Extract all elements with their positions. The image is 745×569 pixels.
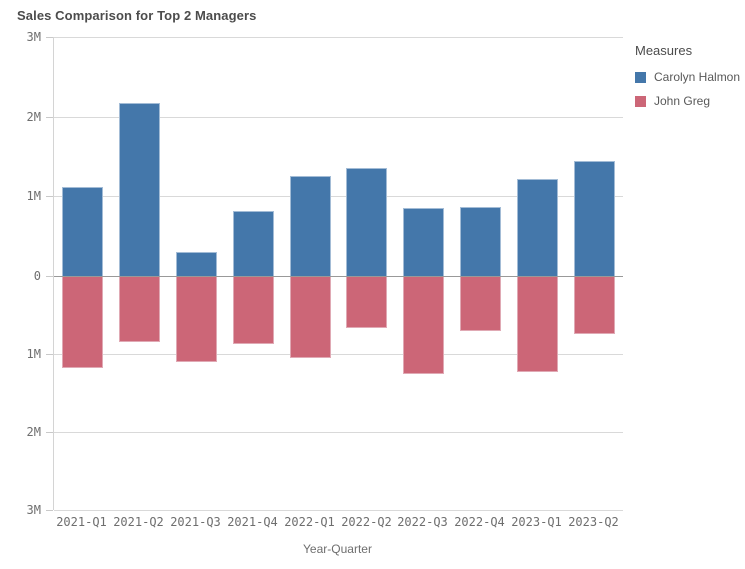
y-axis-tick	[46, 117, 53, 118]
legend-title: Measures	[635, 43, 693, 58]
y-axis-tick	[46, 432, 53, 433]
y-axis: 3M 2M 1M 0 1M 2M 3M	[0, 30, 53, 517]
y-axis-tick	[46, 276, 53, 277]
y-axis-label: 1M	[26, 189, 41, 203]
y-axis-tick	[46, 37, 53, 38]
x-axis-label-2021-Q3[interactable]: 2021-Q3	[170, 515, 221, 529]
bar-john-greg-2021-Q1[interactable]	[62, 277, 103, 368]
x-axis: 2021-Q1 2021-Q2 2021-Q3 2021-Q4 2022-Q1 2022-…	[53, 514, 622, 530]
y-axis-tick	[46, 510, 53, 511]
x-axis-label-2022-Q3[interactable]: 2022-Q3	[397, 515, 448, 529]
x-axis-label-2022-Q2[interactable]: 2022-Q2	[341, 515, 392, 529]
legend-item-label: John Greg	[654, 94, 711, 108]
x-axis-label-2022-Q4[interactable]: 2022-Q4	[454, 515, 505, 529]
y-axis-label: 0	[33, 269, 41, 283]
gridline	[54, 510, 623, 511]
legend-items: Carolyn Halmon John Greg	[635, 70, 743, 108]
x-axis-title: Year-Quarter	[303, 542, 372, 556]
x-axis-label-2021-Q4[interactable]: 2021-Q4	[227, 515, 278, 529]
y-axis-label: 3M	[26, 503, 41, 517]
y-axis-tick	[46, 354, 53, 355]
legend-item-john-greg[interactable]: John Greg	[635, 94, 743, 108]
legend-item-label: Carolyn Halmon	[654, 70, 741, 84]
bar-carolyn-halmon-2022-Q2[interactable]	[346, 168, 387, 276]
bar-john-greg-2023-Q1[interactable]	[517, 277, 558, 372]
y-axis-label: 1M	[26, 347, 41, 361]
bar-carolyn-halmon-2022-Q4[interactable]	[460, 207, 501, 276]
bar-john-greg-2022-Q3[interactable]	[403, 277, 444, 374]
gridline	[54, 37, 623, 38]
bar-john-greg-2022-Q2[interactable]	[346, 277, 387, 328]
bar-carolyn-halmon-2021-Q2[interactable]	[119, 103, 160, 276]
legend-swatch-icon	[635, 95, 646, 107]
gridline	[54, 196, 623, 197]
x-axis-label-2023-Q2[interactable]: 2023-Q2	[568, 515, 619, 529]
bar-carolyn-halmon-2021-Q3[interactable]	[176, 252, 217, 276]
gridline	[54, 354, 623, 355]
bar-john-greg-2023-Q2[interactable]	[574, 277, 615, 334]
chart-title: Sales Comparison for Top 2 Managers	[17, 8, 257, 23]
y-axis-tick	[46, 196, 53, 197]
bar-carolyn-halmon-2021-Q4[interactable]	[233, 211, 274, 276]
x-axis-label-2021-Q2[interactable]: 2021-Q2	[113, 515, 164, 529]
x-axis-label-2023-Q1[interactable]: 2023-Q1	[511, 515, 562, 529]
legend: Measures Carolyn Halmon John Greg	[635, 43, 743, 118]
legend-item-carolyn-halmon[interactable]: Carolyn Halmon	[635, 70, 743, 84]
bar-carolyn-halmon-2022-Q3[interactable]	[403, 208, 444, 276]
zero-line	[54, 276, 623, 277]
bar-john-greg-2022-Q1[interactable]	[290, 277, 331, 358]
bar-carolyn-halmon-2022-Q1[interactable]	[290, 176, 331, 276]
bar-john-greg-2021-Q2[interactable]	[119, 277, 160, 342]
y-axis-label: 2M	[26, 110, 41, 124]
legend-swatch-icon	[635, 71, 646, 83]
plot-area	[53, 37, 623, 511]
gridline	[54, 117, 623, 118]
x-axis-label-2021-Q1[interactable]: 2021-Q1	[56, 515, 107, 529]
gridline	[54, 432, 623, 433]
y-axis-label: 3M	[26, 30, 41, 44]
bar-carolyn-halmon-2023-Q2[interactable]	[574, 161, 615, 276]
y-axis-label: 2M	[26, 425, 41, 439]
bar-carolyn-halmon-2021-Q1[interactable]	[62, 187, 103, 276]
bar-john-greg-2022-Q4[interactable]	[460, 277, 501, 331]
x-axis-label-2022-Q1[interactable]: 2022-Q1	[284, 515, 335, 529]
bar-carolyn-halmon-2023-Q1[interactable]	[517, 179, 558, 276]
bar-john-greg-2021-Q3[interactable]	[176, 277, 217, 362]
bar-john-greg-2021-Q4[interactable]	[233, 277, 274, 344]
